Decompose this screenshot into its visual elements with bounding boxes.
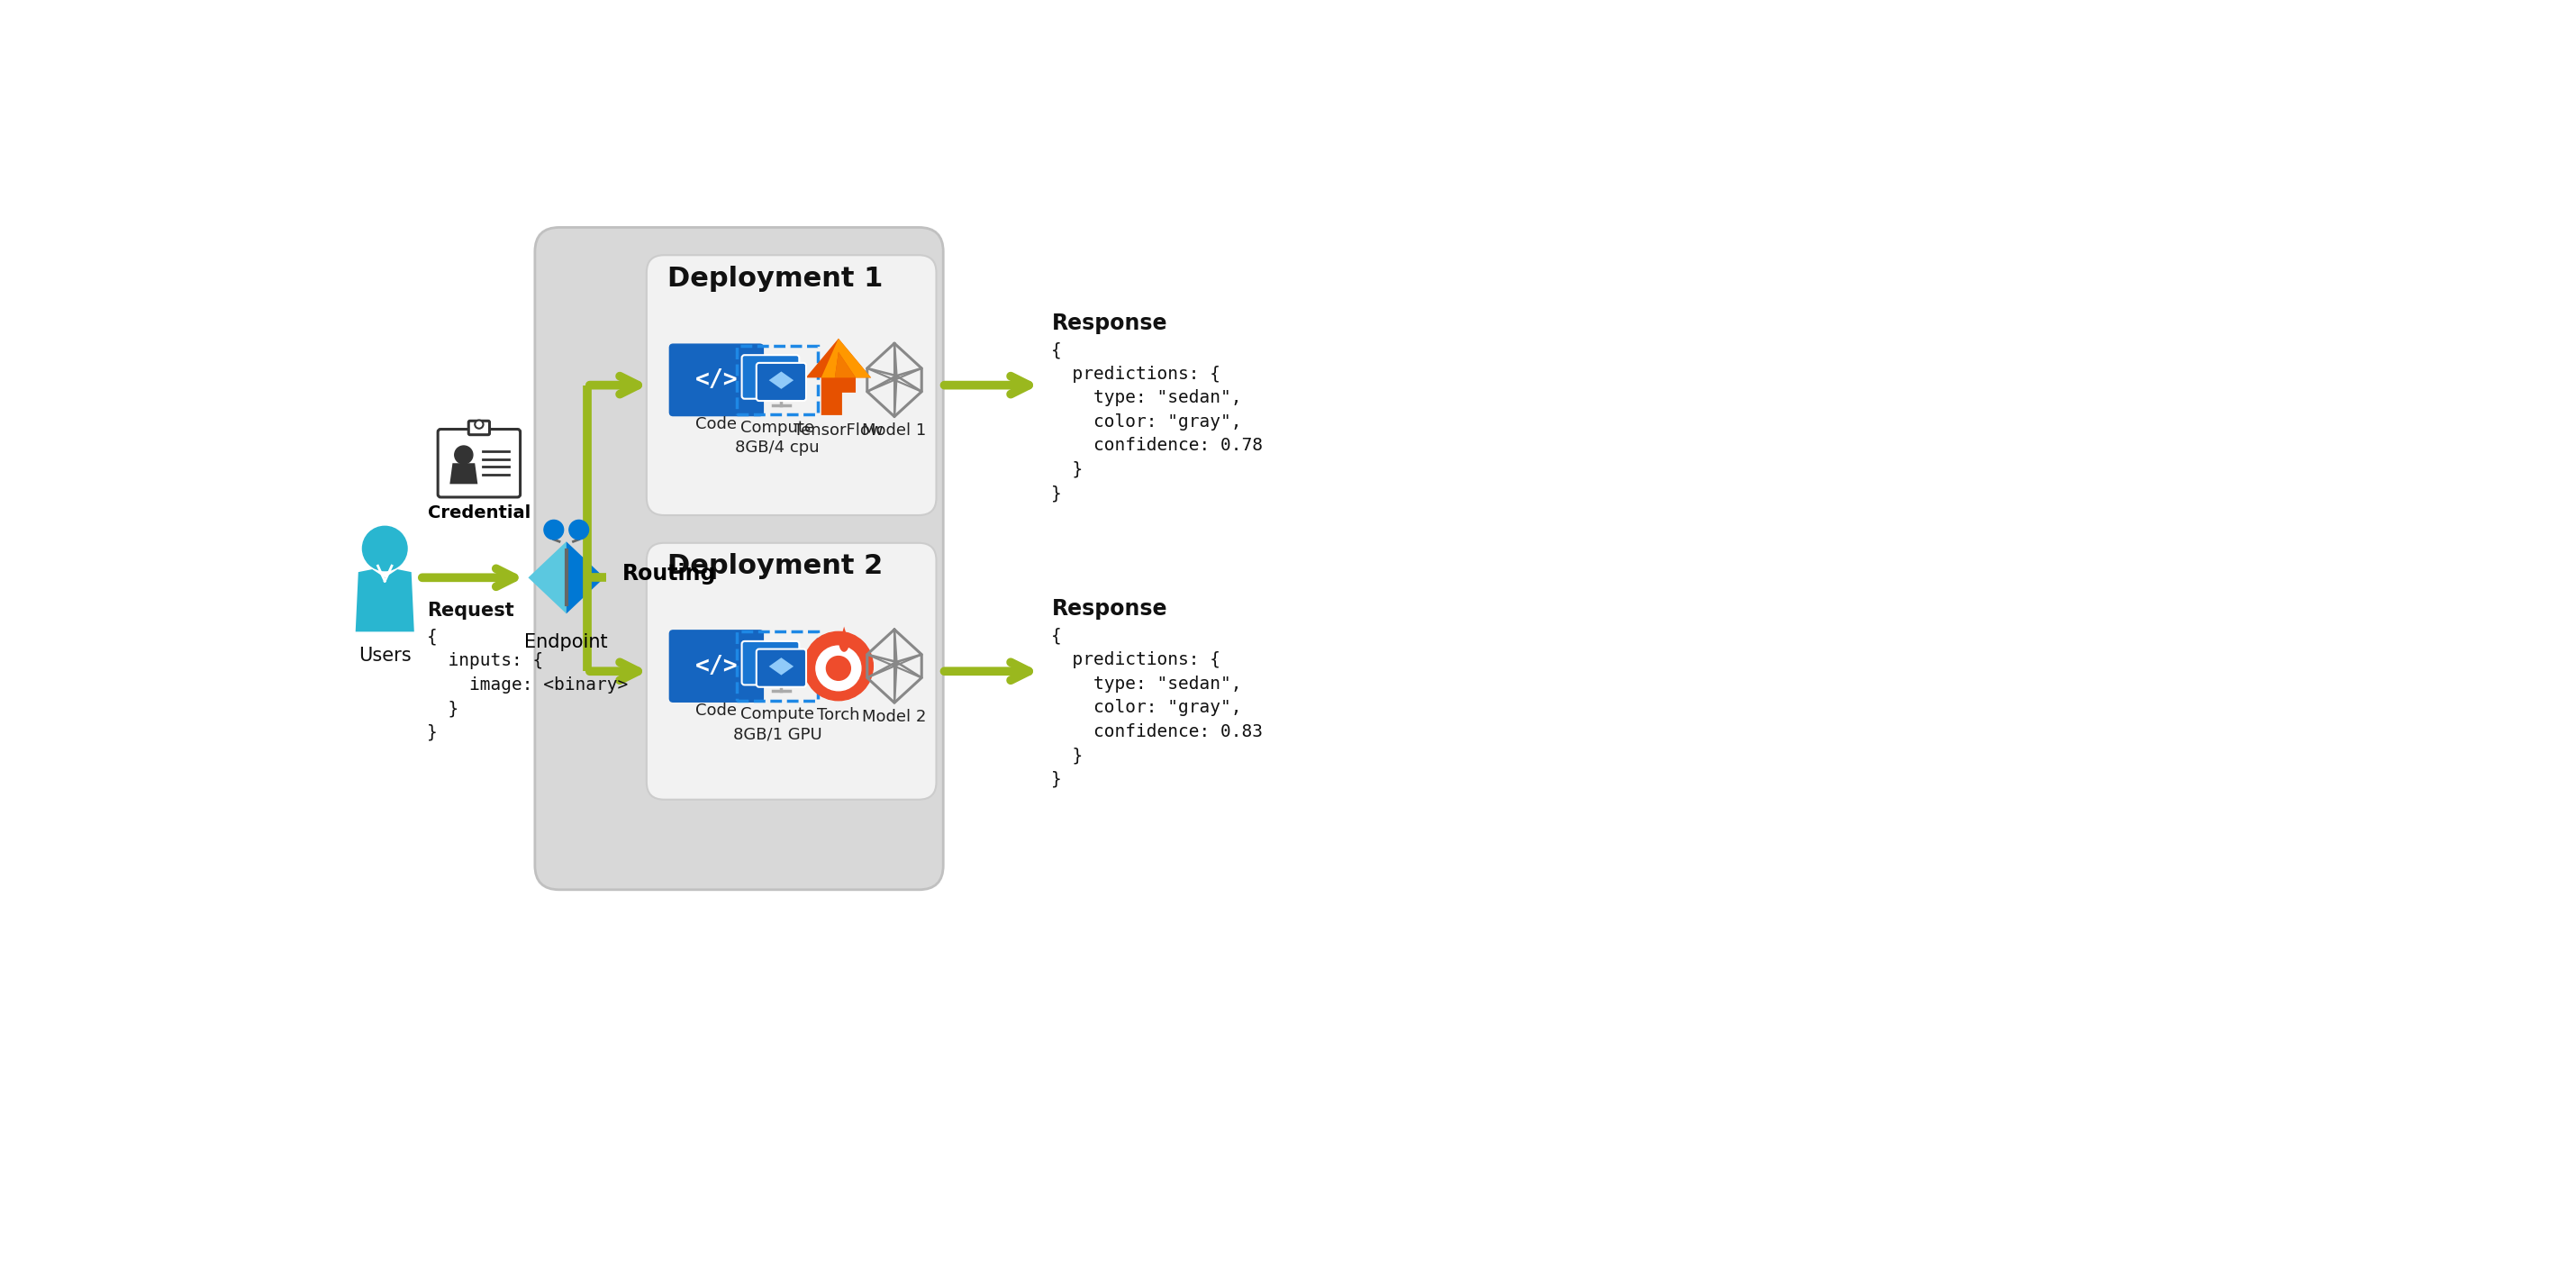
Polygon shape [768,658,793,675]
Text: Endpoint: Endpoint [526,634,608,652]
Text: </>: </> [696,654,737,677]
Polygon shape [768,371,793,389]
Circle shape [544,520,564,540]
Text: Response: Response [1051,312,1167,334]
Text: Routing: Routing [623,563,716,585]
Text: Credential: Credential [428,505,531,522]
Polygon shape [528,541,567,613]
FancyBboxPatch shape [757,363,806,401]
FancyBboxPatch shape [469,421,489,435]
Circle shape [804,631,873,701]
Text: Users: Users [358,647,412,665]
Polygon shape [840,632,850,652]
Text: {
  predictions: {
    type: "sedan",
    color: "gray",
    confidence: 0.78
  : { predictions: { type: "sedan", color: "… [1051,341,1262,502]
Text: Response: Response [1051,599,1167,620]
Text: {
  predictions: {
    type: "sedan",
    color: "gray",
    confidence: 0.83
  : { predictions: { type: "sedan", color: "… [1051,627,1262,788]
Text: Model 1: Model 1 [863,422,927,439]
FancyBboxPatch shape [647,255,935,515]
Circle shape [817,645,860,690]
Polygon shape [355,569,415,631]
Text: Request: Request [428,601,513,620]
Text: {
  inputs: {
    image: <binary>
  }
}: { inputs: { image: <binary> } } [428,629,629,741]
Circle shape [453,446,474,464]
Circle shape [569,520,590,540]
Circle shape [363,527,407,571]
Polygon shape [451,464,477,484]
Text: Code: Code [696,416,737,433]
Polygon shape [840,626,848,641]
Text: Compute
8GB/1 GPU: Compute 8GB/1 GPU [734,706,822,742]
FancyBboxPatch shape [742,355,799,399]
Text: Torch: Torch [817,707,860,723]
FancyBboxPatch shape [742,641,799,685]
Circle shape [827,656,850,680]
Text: Code: Code [696,703,737,719]
Polygon shape [822,339,871,377]
FancyBboxPatch shape [757,649,806,687]
Text: TensorFlow: TensorFlow [793,422,884,439]
Polygon shape [567,541,605,613]
Text: Model 2: Model 2 [863,708,927,725]
FancyBboxPatch shape [536,228,943,890]
FancyBboxPatch shape [670,630,765,702]
Text: Deployment 1: Deployment 1 [667,265,884,291]
FancyBboxPatch shape [647,544,935,800]
Text: Compute
8GB/4 cpu: Compute 8GB/4 cpu [734,420,819,456]
Text: </>: </> [696,368,737,392]
FancyBboxPatch shape [438,429,520,497]
Circle shape [474,420,484,429]
Polygon shape [835,352,855,377]
FancyBboxPatch shape [670,344,765,416]
Text: Deployment 2: Deployment 2 [667,554,884,580]
Polygon shape [806,339,871,415]
